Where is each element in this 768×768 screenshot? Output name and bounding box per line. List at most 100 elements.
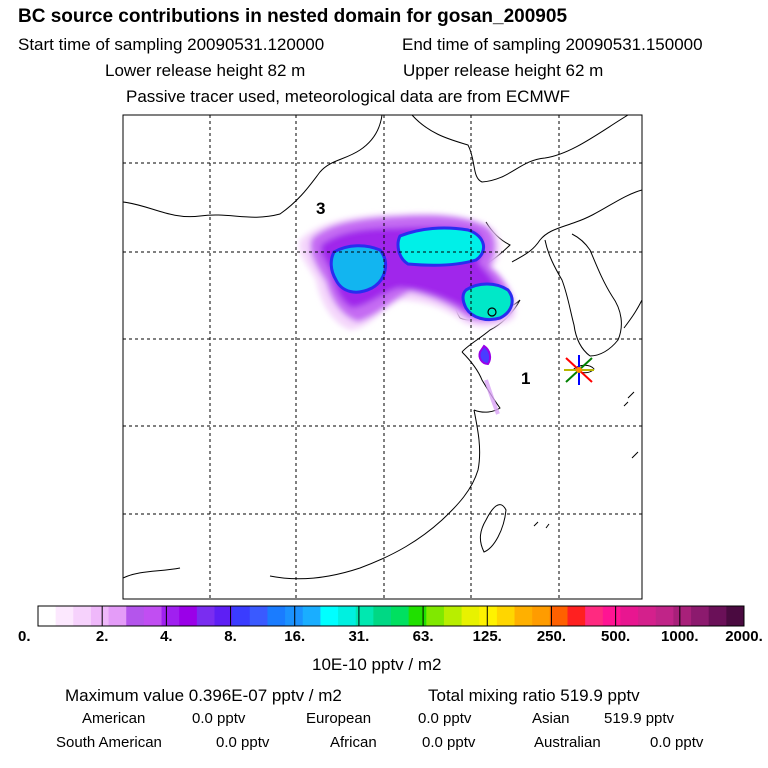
colorbar-swatch <box>285 606 304 626</box>
colorbar-swatch <box>338 606 357 626</box>
colorbar-swatch <box>549 606 568 626</box>
colorbar-swatch <box>408 606 427 626</box>
colorbar-swatch <box>726 606 745 626</box>
receptor-label-3: 3 <box>316 199 325 218</box>
colorbar-tick-label: 0. <box>18 628 31 645</box>
colorbar-swatch <box>38 606 57 626</box>
colorbar-swatch <box>496 606 516 626</box>
coastline-south-china <box>269 409 481 580</box>
colorbar <box>37 605 745 627</box>
colorbar-tick-label: 63. <box>412 628 434 645</box>
region-name-asian: Asian <box>532 710 570 727</box>
region-value-african: 0.0 pptv <box>422 734 476 751</box>
chart-title: BC source contributions in nested domain… <box>18 6 568 27</box>
colorbar-swatch <box>196 606 215 626</box>
colorbar-swatch <box>655 606 674 626</box>
colorbar-tick-label: 2000. <box>725 628 763 645</box>
colorbar-swatch <box>73 606 92 626</box>
colorbar-tick-label: 8. <box>224 628 237 645</box>
plume-hotspot <box>487 307 497 317</box>
start-time: Start time of sampling 20090531.120000 <box>18 35 325 54</box>
colorbar-swatch <box>391 606 410 626</box>
colorbar-swatch <box>585 606 604 626</box>
plume-strand <box>484 379 500 415</box>
region-name-south-american: South American <box>56 734 162 751</box>
tracer-note: Passive tracer used, meteorological data… <box>126 87 571 106</box>
map-content: 3 1 <box>123 115 642 599</box>
region-name-european: European <box>306 710 372 727</box>
map-frame <box>122 114 643 600</box>
colorbar-swatch <box>249 606 268 626</box>
coastline-mongolia <box>511 189 642 263</box>
colorbar-swatch <box>620 606 639 626</box>
coastlines <box>123 115 642 580</box>
plume-core-bohai <box>461 282 514 322</box>
colorbar-swatch <box>267 606 286 626</box>
total-mixing-ratio: Total mixing ratio 519.9 pptv <box>428 686 640 705</box>
colorbar-swatch <box>479 606 498 626</box>
region-value-asian: 519.9 pptv <box>604 710 675 727</box>
colorbar-swatch <box>320 606 339 626</box>
colorbar-tick-label: 31. <box>348 628 370 645</box>
region-name-american: American <box>82 710 146 727</box>
border-china-vietnam <box>123 567 181 579</box>
gosan-site-star <box>564 355 594 385</box>
end-time: End time of sampling 20090531.150000 <box>402 35 703 54</box>
coastline-korea-west <box>544 239 591 357</box>
colorbar-swatch <box>90 606 110 626</box>
plume-core-north <box>396 226 485 267</box>
island-okinawa <box>623 391 639 459</box>
max-value: Maximum value 0.396E-07 pptv / m2 <box>65 686 342 705</box>
colorbar-tick-label: 4. <box>160 628 173 645</box>
coastline-japan <box>623 299 642 329</box>
colorbar-swatch <box>161 606 180 626</box>
coastline-korea-east <box>571 233 622 357</box>
colorbar-swatch <box>461 606 480 626</box>
coast-taiwan <box>479 504 507 553</box>
colorbar-swatch <box>443 606 463 626</box>
colorbar-swatch <box>108 606 127 626</box>
colorbar-border <box>37 605 745 627</box>
colorbar-swatch <box>214 606 233 626</box>
colorbar-tick-label: 2. <box>95 628 109 645</box>
colorbar-swatch <box>567 606 586 626</box>
colorbar-tick-label: 16. <box>284 628 306 645</box>
colorbar-swatch <box>602 606 621 626</box>
colorbar-swatch <box>55 606 74 626</box>
colorbar-tick-label: 250. <box>536 628 567 645</box>
colorbar-swatch <box>373 606 392 626</box>
lower-release-height: Lower release height 82 m <box>105 61 306 80</box>
colorbar-tick-label: 125. <box>472 628 502 645</box>
colorbar-swatch <box>302 606 321 626</box>
lat-lon-grid <box>123 115 642 599</box>
region-value-australian: 0.0 pptv <box>650 734 704 751</box>
region-name-african: African <box>330 734 377 751</box>
colorbar-swatch <box>532 606 551 626</box>
region-value-american: 0.0 pptv <box>192 710 246 727</box>
colorbar-swatch <box>426 606 445 626</box>
island-east <box>533 521 550 529</box>
concentration-plume <box>299 213 517 415</box>
colorbar-swatch <box>673 606 692 626</box>
coastline-north-china <box>123 115 383 218</box>
colorbar-tick-label: 1000. <box>661 628 699 645</box>
plume-blob-south <box>478 344 492 366</box>
region-value-south-american: 0.0 pptv <box>216 734 270 751</box>
plume-core-west <box>329 244 388 294</box>
colorbar-tick-label: 500. <box>601 628 631 645</box>
colorbar-swatch <box>514 606 533 626</box>
receptor-label-1: 1 <box>521 369 530 388</box>
colorbar-swatch <box>232 606 251 626</box>
upper-release-height: Upper release height 62 m <box>403 61 604 80</box>
colorbar-swatch <box>143 606 163 626</box>
colorbar-swatch <box>708 606 727 626</box>
colorbar-swatch <box>638 606 657 626</box>
colorbar-swatch <box>179 606 198 626</box>
colorbar-swatch <box>355 606 374 626</box>
colorbar-units: 10E-10 pptv / m2 <box>312 655 442 674</box>
coastline-bohai-korea <box>411 115 629 183</box>
colorbar-swatch <box>691 606 710 626</box>
region-value-european: 0.0 pptv <box>418 710 472 727</box>
colorbar-swatch <box>126 606 145 626</box>
